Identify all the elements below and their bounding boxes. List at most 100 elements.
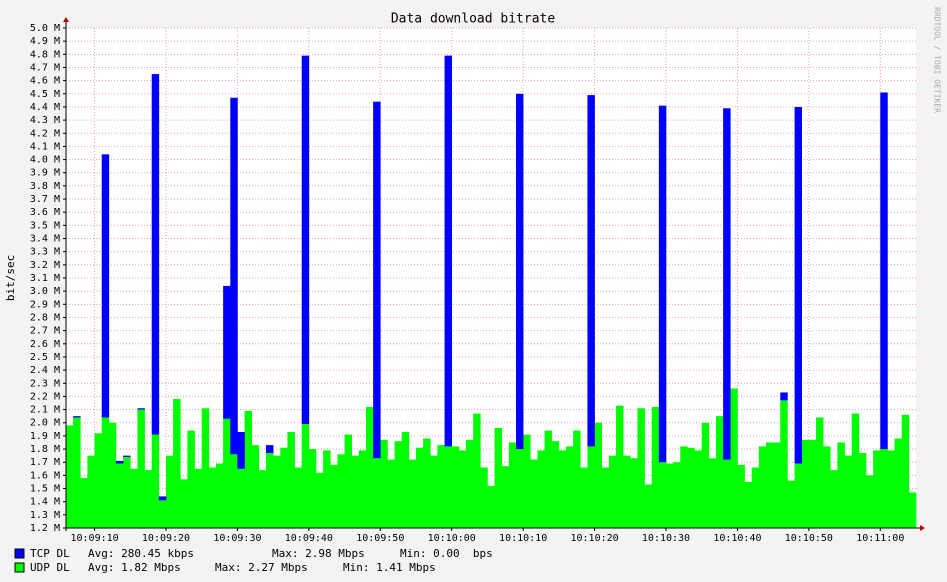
y-tick-label: 3.1 M [30, 273, 60, 284]
bar-segment [523, 434, 531, 528]
bar-segment [580, 467, 588, 528]
y-tick-label: 4.6 M [30, 76, 60, 87]
y-tick-label: 1.2 M [30, 523, 60, 534]
bar-segment [258, 470, 267, 528]
bar-segment [408, 459, 417, 528]
bar-segment [266, 453, 274, 528]
x-tick-label: 10:10:30 [642, 533, 690, 544]
bar-segment [158, 500, 167, 528]
bar-segment [573, 430, 581, 528]
bar-segment [223, 285, 231, 419]
bar-segment [837, 442, 845, 528]
y-tick-label: 5.0 M [30, 23, 60, 34]
legend-stat: Avg: 1.82 Mbps [88, 561, 181, 574]
bar-segment [94, 433, 103, 528]
bar-segment [144, 470, 153, 528]
bar-segment [537, 450, 545, 528]
x-tick-label: 10:09:20 [142, 533, 190, 544]
bar-segment [330, 464, 338, 528]
x-tick-label: 10:10:50 [785, 533, 833, 544]
bar-segment [794, 106, 803, 464]
bar-segment [137, 409, 145, 528]
bar-segment [316, 472, 324, 528]
bar-segment [351, 455, 360, 528]
bar-segment [566, 446, 574, 528]
bar-segment [801, 439, 810, 528]
bar-segment [187, 430, 195, 528]
bar-segment [294, 467, 303, 528]
bar-segment [544, 430, 553, 528]
bar-segment [280, 447, 288, 528]
bar-segment [458, 450, 467, 528]
bar-segment [780, 400, 788, 528]
bar-segment [744, 481, 753, 528]
bar-segment [516, 449, 524, 528]
x-tick-label: 10:09:50 [356, 533, 404, 544]
y-axis-label: bit/sec [4, 255, 17, 301]
bar-segment [230, 454, 238, 528]
bar-segment [730, 388, 738, 528]
bar-segment [380, 439, 388, 528]
y-tick-label: 3.4 M [30, 234, 60, 245]
y-tick-label: 2.3 M [30, 378, 60, 389]
bar-segment [823, 446, 831, 528]
bar-segment [644, 484, 653, 528]
bar-segment [473, 413, 481, 528]
bar-segment [594, 422, 603, 528]
bar-segment [251, 445, 260, 528]
bar-segment [716, 416, 724, 528]
legend-stat: Min: 0.00 bps [400, 547, 493, 560]
bar-segment [830, 470, 838, 528]
bar-segment [173, 399, 181, 528]
y-tick-label: 4.1 M [30, 141, 60, 152]
y-tick-label: 4.5 M [30, 89, 60, 100]
y-tick-label: 1.6 M [30, 470, 60, 481]
bar-segment [158, 496, 167, 501]
bar-segment [466, 439, 474, 528]
bar-segment [608, 455, 617, 528]
legend-stat: Avg: 280.45 kbps [88, 547, 194, 560]
bar-segment [480, 467, 488, 528]
bar-segment [401, 431, 410, 528]
bar-segment [694, 450, 703, 528]
bar-segment [151, 74, 160, 435]
y-tick-label: 1.4 M [30, 497, 60, 508]
y-tick-label: 2.5 M [30, 352, 60, 363]
y-tick-label: 1.5 M [30, 484, 60, 495]
bar-segment [866, 475, 874, 528]
y-tick-label: 1.3 M [30, 510, 60, 521]
bar-segment [208, 467, 217, 528]
bar-segment [358, 450, 367, 528]
bar-segment [101, 417, 110, 528]
y-tick-label: 2.4 M [30, 365, 60, 376]
bar-segment [444, 55, 453, 447]
y-tick-label: 1.8 M [30, 444, 60, 455]
y-tick-label: 2.7 M [30, 326, 60, 337]
y-tick-label: 1.7 M [30, 457, 60, 468]
y-axis-arrow [63, 17, 69, 22]
bar-segment [116, 460, 124, 464]
bar-segment [894, 438, 903, 528]
bar-segment [387, 459, 395, 528]
bar-segment [751, 467, 760, 528]
bar-segment [244, 410, 253, 528]
y-tick-label: 2.2 M [30, 391, 60, 402]
bar-segment [151, 434, 160, 528]
bar-segment [451, 446, 460, 528]
bar-segment [908, 492, 917, 528]
bar-segment [844, 455, 853, 528]
bar-segment [80, 478, 88, 528]
bar-segment [416, 447, 424, 528]
y-tick-label: 4.7 M [30, 62, 60, 73]
bar-segment [430, 455, 438, 528]
bar-segment [880, 449, 888, 528]
bar-segment [423, 438, 431, 528]
bar-segment [108, 422, 117, 528]
bar-segment [273, 455, 281, 528]
bar-segment [266, 445, 274, 453]
legend-stat: Max: 2.98 Mbps [272, 547, 365, 560]
bar-segment [373, 458, 381, 528]
bar-segment [201, 408, 210, 528]
bar-segment [308, 449, 317, 528]
